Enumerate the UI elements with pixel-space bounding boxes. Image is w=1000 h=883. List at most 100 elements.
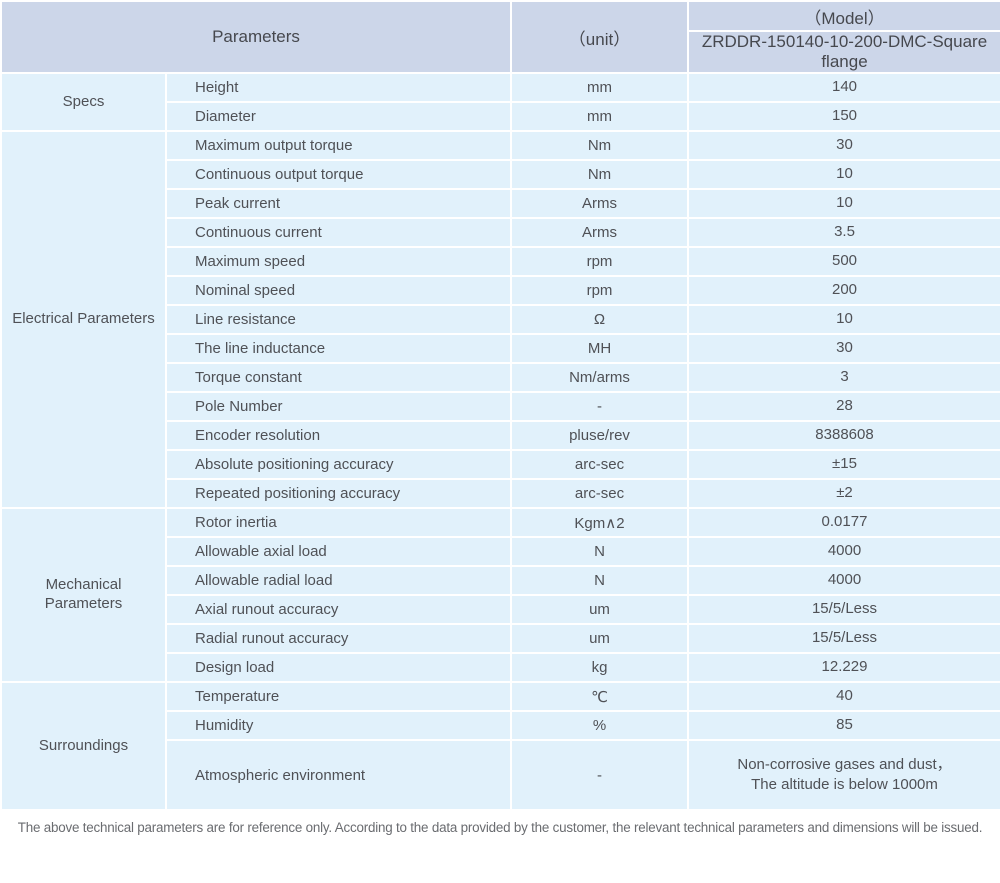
param-unit: % — [510, 710, 689, 741]
param-unit: arc-sec — [510, 449, 689, 480]
table-row: Mechanical Parameters Rotor inertia Kgm∧… — [0, 507, 1000, 683]
param-name: Maximum output torque — [165, 130, 512, 161]
param-value: 8388608 — [687, 420, 1000, 451]
param-name: Repeated positioning accuracy — [165, 478, 512, 509]
table-row: Encoder resolution pluse/rev 8388608 — [1, 420, 1000, 451]
param-value: 40 — [687, 681, 1000, 712]
param-value: 10 — [687, 304, 1000, 335]
param-value: 500 — [687, 246, 1000, 277]
table-row: Torque constant Nm/arms 3 — [1, 362, 1000, 393]
param-name: Torque constant — [165, 362, 512, 393]
param-value: 15/5/Less — [687, 623, 1000, 654]
param-name: Continuous output torque — [165, 159, 512, 190]
param-value: Non-corrosive gases and dust， The altitu… — [687, 739, 1000, 811]
param-name: Axial runout accuracy — [165, 594, 512, 625]
param-unit: arc-sec — [510, 478, 689, 509]
param-name: Nominal speed — [165, 275, 512, 306]
table-row: Axial runout accuracy um 15/5/Less — [1, 594, 1000, 625]
param-unit: - — [510, 391, 689, 422]
param-value: 28 — [687, 391, 1000, 422]
param-name: Design load — [165, 652, 512, 683]
param-name: Continuous current — [165, 217, 512, 248]
param-name: Temperature — [165, 681, 512, 712]
param-value: 0.0177 — [687, 507, 1000, 538]
param-value: 150 — [687, 101, 1000, 132]
table-row: Allowable radial load N 4000 — [1, 565, 1000, 596]
table-row: Surroundings Temperature ℃ 40 — [0, 681, 1000, 811]
param-unit: MH — [510, 333, 689, 364]
param-unit: rpm — [510, 246, 689, 277]
param-unit: Kgm∧2 — [510, 507, 689, 538]
param-value: 30 — [687, 333, 1000, 364]
param-value: 30 — [687, 130, 1000, 161]
group-label-electrical: Electrical Parameters — [0, 130, 167, 509]
param-name: Allowable axial load — [165, 536, 512, 567]
table-row: Continuous current Arms 3.5 — [1, 217, 1000, 248]
header-model: （Model） — [687, 0, 1000, 32]
param-unit: Arms — [510, 188, 689, 219]
table-row: Specs Height mm 140 — [0, 72, 1000, 132]
param-unit: Nm — [510, 159, 689, 190]
param-unit: rpm — [510, 275, 689, 306]
table-row: Continuous output torque Nm 10 — [1, 159, 1000, 190]
param-name: Atmospheric environment — [165, 739, 512, 811]
param-unit: ℃ — [510, 681, 689, 712]
param-name: Absolute positioning accuracy — [165, 449, 512, 480]
param-unit: Arms — [510, 217, 689, 248]
header-model-value: ZRDDR-150140-10-200-DMC-Square flange — [687, 30, 1000, 74]
table-row: Peak current Arms 10 — [1, 188, 1000, 219]
table-row: Allowable axial load N 4000 — [1, 536, 1000, 567]
param-value: 10 — [687, 159, 1000, 190]
param-value: ±2 — [687, 478, 1000, 509]
param-name: Allowable radial load — [165, 565, 512, 596]
param-name: Encoder resolution — [165, 420, 512, 451]
param-value: ±15 — [687, 449, 1000, 480]
param-unit: Nm — [510, 130, 689, 161]
group-label-mechanical: Mechanical Parameters — [0, 507, 167, 683]
param-name: Rotor inertia — [165, 507, 512, 538]
param-value: 200 — [687, 275, 1000, 306]
param-name: Peak current — [165, 188, 512, 219]
param-value: 4000 — [687, 536, 1000, 567]
param-value: 85 — [687, 710, 1000, 741]
table-row: Radial runout accuracy um 15/5/Less — [1, 623, 1000, 654]
param-unit: mm — [510, 101, 689, 132]
param-name: Humidity — [165, 710, 512, 741]
param-name: Height — [165, 72, 512, 103]
table-row: Electrical Parameters Maximum output tor… — [0, 130, 1000, 509]
table-row: Line resistance Ω 10 — [1, 304, 1000, 335]
header-unit: （unit） — [510, 0, 689, 74]
table-row: Pole Number - 28 — [1, 391, 1000, 422]
spec-table: Parameters （unit） （Model） ZRDDR-150140-1… — [0, 0, 1000, 811]
table-row: Nominal speed rpm 200 — [1, 275, 1000, 306]
param-value: 12.229 — [687, 652, 1000, 683]
param-unit: N — [510, 536, 689, 567]
header-parameters: Parameters — [0, 0, 512, 74]
table-row: Repeated positioning accuracy arc-sec ±2 — [1, 478, 1000, 509]
table-row: Atmospheric environment - Non-corrosive … — [1, 739, 1000, 811]
param-unit: um — [510, 594, 689, 625]
table-row: Diameter mm 150 — [1, 101, 1000, 132]
table-row: Absolute positioning accuracy arc-sec ±1… — [1, 449, 1000, 480]
param-value: 140 — [687, 72, 1000, 103]
param-value: 10 — [687, 188, 1000, 219]
table-header: Parameters （unit） （Model） ZRDDR-150140-1… — [0, 0, 1000, 74]
group-label-surroundings: Surroundings — [0, 681, 167, 811]
param-name: Radial runout accuracy — [165, 623, 512, 654]
group-label-specs: Specs — [0, 72, 167, 132]
param-unit: Nm/arms — [510, 362, 689, 393]
param-unit: um — [510, 623, 689, 654]
param-name: Line resistance — [165, 304, 512, 335]
param-unit: - — [510, 739, 689, 811]
param-unit: kg — [510, 652, 689, 683]
param-unit: pluse/rev — [510, 420, 689, 451]
param-unit: mm — [510, 72, 689, 103]
footnote: The above technical parameters are for r… — [17, 820, 983, 835]
param-name: Maximum speed — [165, 246, 512, 277]
table-row: The line inductance MH 30 — [1, 333, 1000, 364]
table-row: Design load kg 12.229 — [1, 652, 1000, 683]
param-name: Diameter — [165, 101, 512, 132]
param-name: The line inductance — [165, 333, 512, 364]
param-value: 3 — [687, 362, 1000, 393]
param-unit: Ω — [510, 304, 689, 335]
